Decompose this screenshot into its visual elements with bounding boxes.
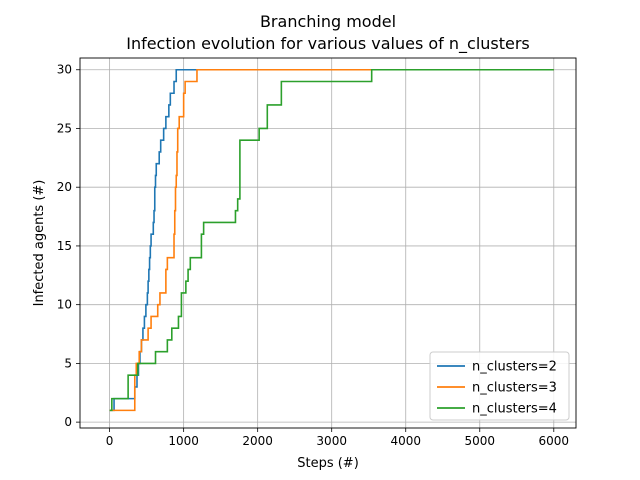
chart-title: Branching model xyxy=(260,12,396,31)
axis-ticks: 0 1000 2000 3000 4000 5000 6000 0 5 10 15 20 25 30 xyxy=(57,63,569,448)
x-tick-label: 4000 xyxy=(390,434,421,448)
y-axis-label: Infected agents (#) xyxy=(32,180,47,307)
x-axis-label: Steps (#) xyxy=(297,456,359,471)
legend-label-1: n_clusters=2 xyxy=(472,360,557,375)
series-line-2 xyxy=(109,68,554,412)
x-tick-label: 3000 xyxy=(316,434,347,448)
plot-frame xyxy=(79,57,577,429)
series-lines xyxy=(109,68,554,412)
legend-label-2: n_clusters=3 xyxy=(472,381,557,396)
y-tick-label: 30 xyxy=(57,63,72,77)
y-tick-label: 0 xyxy=(64,415,72,429)
legend-label-3: n_clusters=4 xyxy=(472,402,557,417)
x-tick-label: 6000 xyxy=(539,434,570,448)
x-tick-label: 0 xyxy=(106,434,114,448)
y-tick-label: 20 xyxy=(57,180,72,194)
chart-subtitle: Infection evolution for various values o… xyxy=(126,34,530,54)
legend-box xyxy=(429,351,570,421)
legend: n_clusters=2 n_clusters=3 n_clusters=4 xyxy=(429,351,570,421)
y-tick-label: 10 xyxy=(57,298,72,312)
x-tick-label: 1000 xyxy=(168,434,199,448)
series-line-3 xyxy=(109,68,554,412)
x-tick-label: 2000 xyxy=(242,434,273,448)
x-tick-label: 5000 xyxy=(464,434,495,448)
y-tick-label: 25 xyxy=(57,121,72,135)
y-tick-label: 5 xyxy=(64,356,72,370)
y-tick-label: 15 xyxy=(57,239,72,253)
